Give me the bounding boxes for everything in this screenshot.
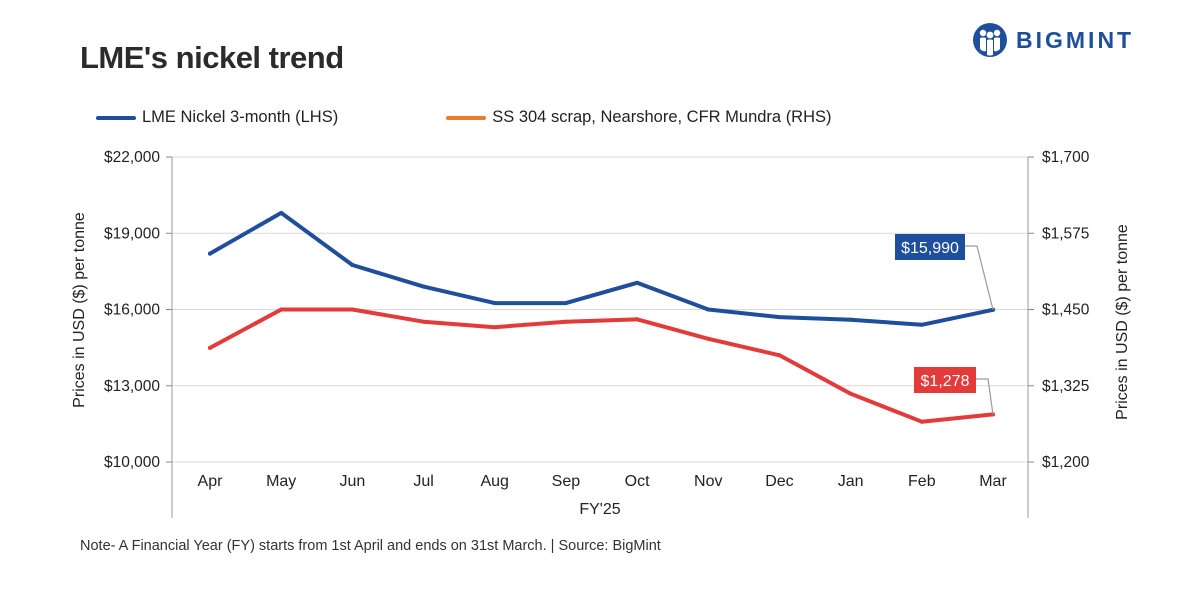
- bigmint-people-logo-icon: [973, 23, 1007, 57]
- x-tick-label: Jun: [339, 473, 365, 490]
- x-tick-label: Sep: [552, 473, 581, 490]
- data-point: [919, 322, 924, 327]
- data-point: [635, 317, 640, 322]
- legend-swatch-lme: [96, 115, 136, 120]
- data-point: [350, 307, 355, 312]
- data-point: [563, 319, 568, 324]
- data-point: [208, 345, 212, 350]
- ss304-end-label: $1,278: [921, 373, 970, 390]
- y-left-tick-label: $22,000: [104, 149, 160, 166]
- chart-title: LME's nickel trend: [80, 40, 344, 75]
- brand-name: BIGMINT: [1016, 26, 1135, 53]
- y-right-tick-label: $1,450: [1042, 302, 1090, 319]
- y-right-tick-label: $1,325: [1042, 378, 1089, 395]
- x-tick-label: May: [266, 473, 296, 490]
- data-point: [279, 210, 284, 215]
- lme-end-leader: [965, 245, 994, 310]
- ss304-end-box: [914, 367, 976, 393]
- series-line-lme-nickel: [208, 210, 995, 327]
- x-tick-label: Jul: [413, 473, 433, 490]
- x-tick-label: Oct: [625, 473, 650, 490]
- data-point: [421, 319, 426, 324]
- data-point: [492, 301, 497, 306]
- data-point: [706, 336, 711, 341]
- y-left-tick-label: $16,000: [104, 302, 160, 319]
- x-tick-label: Apr: [198, 473, 224, 490]
- series-line-ss304-scrap: [208, 307, 995, 424]
- data-point: [635, 280, 640, 285]
- legend-label-ss304: SS 304 scrap, Nearshore, CFR Mundra (RHS…: [492, 108, 832, 126]
- brand-logo: BIGMINT: [972, 22, 1134, 58]
- y-left-axis-title: Prices in USD ($) per tonne: [71, 212, 88, 408]
- y-right-axis-title: Prices in USD ($) per tonne: [1114, 224, 1131, 420]
- lme-end-label: $15,990: [901, 240, 959, 257]
- x-tick-label: Nov: [694, 473, 722, 490]
- data-point: [777, 353, 782, 358]
- x-axis-title: FY'25: [579, 501, 620, 518]
- x-tick-label: Jan: [838, 473, 864, 490]
- y-right-tick-label: $1,700: [1042, 149, 1090, 166]
- legend-label-lme: LME Nickel 3-month (LHS): [142, 108, 339, 126]
- data-point: [421, 284, 426, 289]
- data-point: [492, 325, 497, 330]
- legend-item-lme: LME Nickel 3-month (LHS): [96, 108, 338, 127]
- y-left-tick-label: $10,000: [104, 454, 160, 471]
- x-tick-label: Feb: [908, 473, 936, 490]
- x-tick-label: Dec: [765, 473, 793, 490]
- data-point: [279, 307, 284, 312]
- y-left-tick-label: $19,000: [104, 225, 160, 242]
- data-point: [848, 317, 853, 322]
- data-point: [848, 391, 853, 396]
- ss304-end-leader: [976, 378, 994, 415]
- lme-end-box: [895, 234, 965, 260]
- footnote: Note- A Financial Year (FY) starts from …: [80, 538, 661, 554]
- data-point: [208, 251, 212, 256]
- data-point: [563, 301, 568, 306]
- legend-swatch-ss304: [446, 115, 487, 120]
- legend-item-ss304: SS 304 scrap, Nearshore, CFR Mundra (RHS…: [446, 108, 832, 127]
- data-point: [350, 263, 355, 268]
- data-point: [706, 307, 711, 312]
- data-point: [777, 315, 782, 320]
- chart-legend: LME Nickel 3-month (LHS) SS 304 scrap, N…: [96, 108, 832, 127]
- y-right-tick-label: $1,575: [1042, 225, 1089, 242]
- x-tick-label: Aug: [480, 473, 508, 490]
- y-right-tick-label: $1,200: [1042, 454, 1090, 471]
- x-tick-label: Mar: [979, 473, 1007, 490]
- y-left-tick-label: $13,000: [104, 378, 160, 395]
- data-point: [919, 419, 924, 424]
